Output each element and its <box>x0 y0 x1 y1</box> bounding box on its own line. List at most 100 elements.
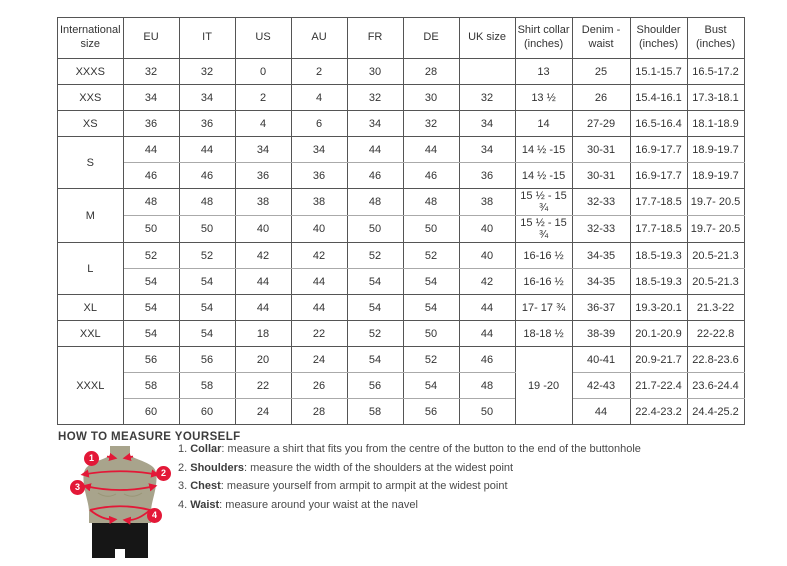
cell-bust: 17.3-18.1 <box>686 84 745 111</box>
cell-de: 30 <box>402 84 460 111</box>
cell-au: 24 <box>290 346 348 373</box>
waist-measure-arrow-top <box>89 505 151 511</box>
cell-denim: 36-37 <box>571 294 631 321</box>
cell-au: 6 <box>290 110 348 137</box>
cell-denim: 27-29 <box>571 110 631 137</box>
measure-step-collar: 1. Collar: measure a shirt that fits you… <box>178 443 641 456</box>
table-row-m-1: M 48 48 38 38 48 48 38 15 ½ - 15 ¾ 32-33… <box>57 188 745 243</box>
table-row-m-2: 50 50 40 40 50 50 40 15 ½ - 15 ¾ 32-33 1… <box>58 215 745 243</box>
cell-shoulder: 20.1-20.9 <box>629 320 688 347</box>
cell-eu: 60 <box>122 398 180 425</box>
cell-uk: 40 <box>458 242 516 269</box>
cell-size: XXXL <box>57 346 124 425</box>
cell-uk <box>458 58 516 85</box>
cell-uk: 46 <box>458 346 516 373</box>
step-label: Chest <box>190 480 221 492</box>
cell-size: XS <box>57 110 124 137</box>
cell-us: 22 <box>234 372 292 399</box>
measure-steps-list: 1. Collar: measure a shirt that fits you… <box>178 443 641 517</box>
cell-us: 0 <box>234 58 292 85</box>
cell-us: 36 <box>234 162 292 189</box>
cell-uk: 40 <box>458 215 516 243</box>
cell-uk: 42 <box>458 268 516 295</box>
cell-eu: 32 <box>122 58 180 85</box>
cell-au: 38 <box>290 188 348 216</box>
cell-denim: 32-33 <box>571 188 631 216</box>
cell-au: 36 <box>290 162 348 189</box>
cell-fr: 54 <box>346 294 404 321</box>
col-header-eu: EU <box>122 17 180 59</box>
col-header-fr: FR <box>346 17 404 59</box>
cell-de: 46 <box>402 162 460 189</box>
cell-it: 54 <box>178 268 236 295</box>
cell-size: L <box>57 242 124 295</box>
cell-eu: 50 <box>122 215 180 243</box>
table-row-xxs: XXS 34 34 2 4 32 30 32 13 ½ 26 15.4-16.1… <box>57 84 745 111</box>
cell-us: 18 <box>234 320 292 347</box>
cell-au: 44 <box>290 294 348 321</box>
col-header-au: AU <box>290 17 348 59</box>
cell-denim: 44 <box>571 398 631 425</box>
cell-size: XXXS <box>57 58 124 85</box>
cell-it: 60 <box>178 398 236 425</box>
step-label: Collar <box>190 443 222 455</box>
cell-collar: 14 ½ -15 <box>514 162 573 189</box>
cell-fr: 48 <box>346 188 404 216</box>
cell-denim: 30-31 <box>571 136 631 163</box>
cell-collar: 15 ½ - 15 ¾ <box>514 188 573 216</box>
cell-collar: 14 <box>514 110 573 137</box>
cell-us: 34 <box>234 136 292 163</box>
cell-shoulder: 15.1-15.7 <box>629 58 688 85</box>
cell-uk: 44 <box>458 320 516 347</box>
cell-collar: 16-16 ½ <box>514 242 573 269</box>
cell-shoulder: 21.7-22.4 <box>629 372 688 399</box>
measure-step-shoulders: 2. Shoulders: measure the width of the s… <box>178 462 641 475</box>
table-row-xs: XS 36 36 4 6 34 32 34 14 27-29 16.5-16.4… <box>57 110 745 137</box>
cell-it: 52 <box>178 242 236 269</box>
cell-bust: 20.5-21.3 <box>686 268 745 295</box>
step-text: : measure around your waist at the navel <box>219 498 418 511</box>
cell-de: 48 <box>402 188 460 216</box>
cell-bust: 19.7- 20.5 <box>686 188 745 216</box>
cell-denim: 25 <box>571 58 631 85</box>
cell-au: 44 <box>290 268 348 295</box>
cell-shoulder: 18.5-19.3 <box>629 268 688 295</box>
cell-bust: 20.5-21.3 <box>686 242 745 269</box>
cell-it: 36 <box>178 110 236 137</box>
cell-fr: 54 <box>346 346 404 373</box>
col-header-shoulder: Shoulder (inches) <box>629 17 688 59</box>
cell-collar: 15 ½ - 15 ¾ <box>514 215 573 243</box>
measure-badge-3: 3 <box>70 480 85 495</box>
cell-bust: 18.9-19.7 <box>686 162 745 189</box>
col-header-bust: Bust (inches) <box>686 17 745 59</box>
cell-bust: 16.5-17.2 <box>686 58 745 85</box>
col-header-denim-waist: Denim - waist <box>571 17 631 59</box>
cell-denim: 42-43 <box>571 372 631 399</box>
mannequin-shorts <box>92 523 148 558</box>
col-header-it: IT <box>178 17 236 59</box>
table-row-xxxl-3: 60 60 24 28 58 56 50 44 22.4-23.2 24.4-2… <box>58 398 745 425</box>
cell-de: 54 <box>402 294 460 321</box>
cell-au: 22 <box>290 320 348 347</box>
cell-eu: 54 <box>122 268 180 295</box>
col-header-us: US <box>234 17 292 59</box>
collar-measure-arrow-2 <box>122 452 134 462</box>
cell-us: 24 <box>234 398 292 425</box>
cell-denim: 34-35 <box>571 268 631 295</box>
cell-de: 44 <box>402 136 460 163</box>
cell-au: 34 <box>290 136 348 163</box>
cell-eu: 52 <box>122 242 180 269</box>
cell-it: 54 <box>178 294 236 321</box>
collar-measure-arrow <box>106 452 118 462</box>
measure-badge-2: 2 <box>156 466 171 481</box>
mannequin-chest-shading <box>97 492 143 497</box>
cell-eu: 36 <box>122 110 180 137</box>
cell-uk: 34 <box>458 136 516 163</box>
cell-de: 50 <box>402 320 460 347</box>
table-row-xxl: XXL 54 54 18 22 52 50 44 18-18 ½ 38-39 2… <box>57 320 745 347</box>
table-row-l-1: L 52 52 42 42 52 52 40 16-16 ½ 34-35 18.… <box>57 242 745 295</box>
cell-shoulder: 15.4-16.1 <box>629 84 688 111</box>
cell-denim: 38-39 <box>571 320 631 347</box>
cell-shoulder: 22.4-23.2 <box>629 398 688 425</box>
